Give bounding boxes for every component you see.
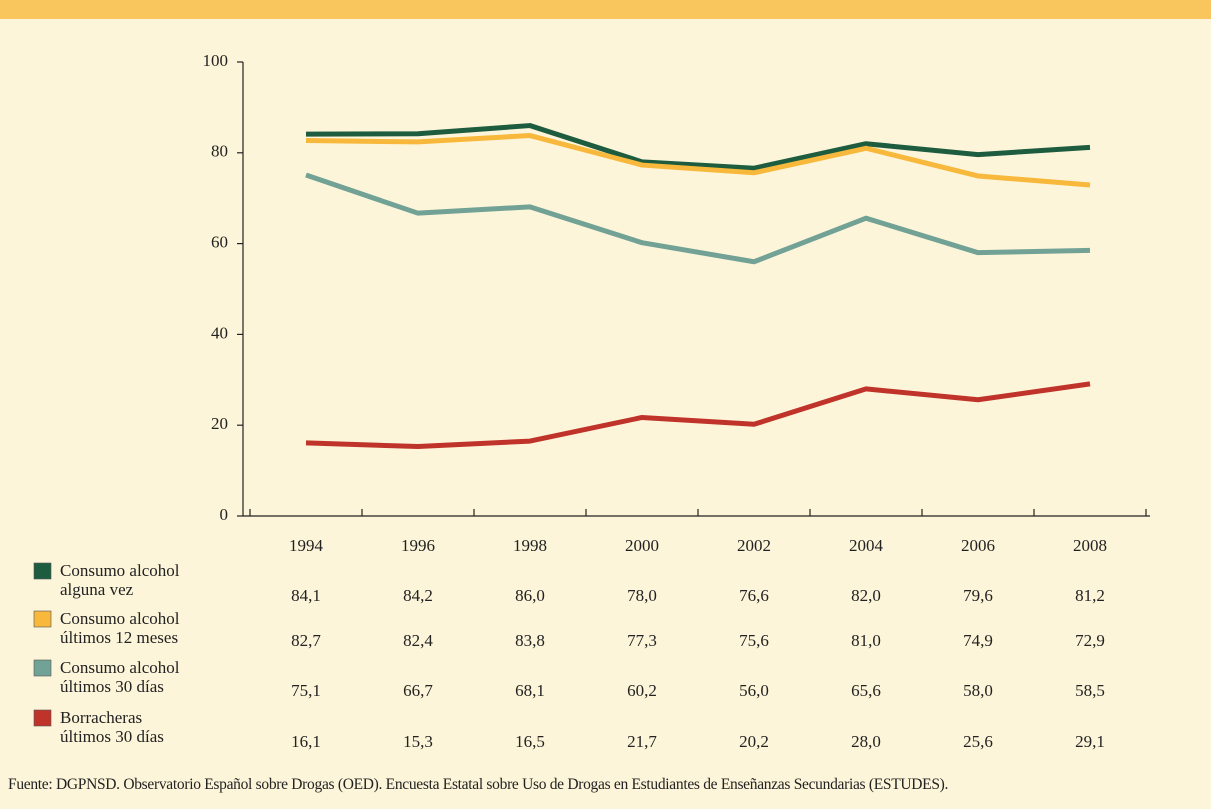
legend-label: Borracheras últimos 30 días (60, 708, 164, 746)
value-label: 84,1 (291, 586, 321, 605)
series-line (305, 172, 1091, 265)
value-label: 72,9 (1075, 631, 1105, 650)
legend-label: Consumo alcohol últimos 12 meses (60, 609, 180, 647)
y-tick-label: 100 (203, 51, 229, 70)
value-label: 20,2 (739, 732, 769, 751)
x-tick-label: 2006 (961, 536, 995, 555)
x-tick-label: 1998 (513, 536, 547, 555)
series-line (305, 123, 1091, 171)
legend-swatch (33, 659, 52, 677)
header-bar (0, 0, 1211, 19)
x-tick-label: 1994 (289, 536, 324, 555)
value-label: 78,0 (627, 586, 657, 605)
value-label: 60,2 (627, 681, 657, 700)
series-line (305, 381, 1091, 450)
value-label: 81,0 (851, 631, 881, 650)
y-tick-label: 40 (211, 323, 228, 342)
legend-swatch (33, 709, 52, 727)
value-label: 28,0 (851, 732, 881, 751)
x-tick-label: 2002 (737, 536, 771, 555)
value-label: 58,0 (963, 681, 993, 700)
value-label: 76,6 (739, 586, 769, 605)
y-tick-label: 60 (211, 233, 228, 252)
value-label: 66,7 (403, 681, 433, 700)
y-tick-label: 20 (211, 414, 228, 433)
value-label: 75,1 (291, 681, 321, 700)
series-line (305, 133, 1091, 188)
value-label: 58,5 (1075, 681, 1105, 700)
value-label: 29,1 (1075, 732, 1105, 751)
value-label: 81,2 (1075, 586, 1105, 605)
x-tick-label: 2004 (849, 536, 884, 555)
value-label: 82,0 (851, 586, 881, 605)
value-label: 16,1 (291, 732, 321, 751)
value-label: 75,6 (739, 631, 769, 650)
value-label: 21,7 (627, 732, 657, 751)
value-label: 65,6 (851, 681, 881, 700)
x-tick-label: 1996 (401, 536, 435, 555)
value-label: 56,0 (739, 681, 769, 700)
value-label: 25,6 (963, 732, 993, 751)
legend-label: Consumo alcohol alguna vez (60, 561, 180, 599)
value-label: 77,3 (627, 631, 657, 650)
value-label: 79,6 (963, 586, 993, 605)
source-note: Fuente: DGPNSD. Observatorio Español sob… (8, 776, 949, 793)
y-tick-label: 80 (211, 142, 228, 161)
value-label: 74,9 (963, 631, 993, 650)
value-label: 82,7 (291, 631, 321, 650)
x-tick-label: 2008 (1073, 536, 1107, 555)
legend-label: Consumo alcohol últimos 30 días (60, 658, 180, 696)
x-tick-label: 2000 (625, 536, 659, 555)
value-label: 84,2 (403, 586, 433, 605)
value-label: 15,3 (403, 732, 433, 751)
legend-swatch (33, 610, 52, 628)
value-label: 68,1 (515, 681, 545, 700)
value-label: 86,0 (515, 586, 545, 605)
y-tick-label: 0 (220, 505, 229, 524)
legend-swatch (33, 562, 52, 580)
value-label: 16,5 (515, 732, 545, 751)
value-label: 82,4 (403, 631, 433, 650)
value-label: 83,8 (515, 631, 545, 650)
